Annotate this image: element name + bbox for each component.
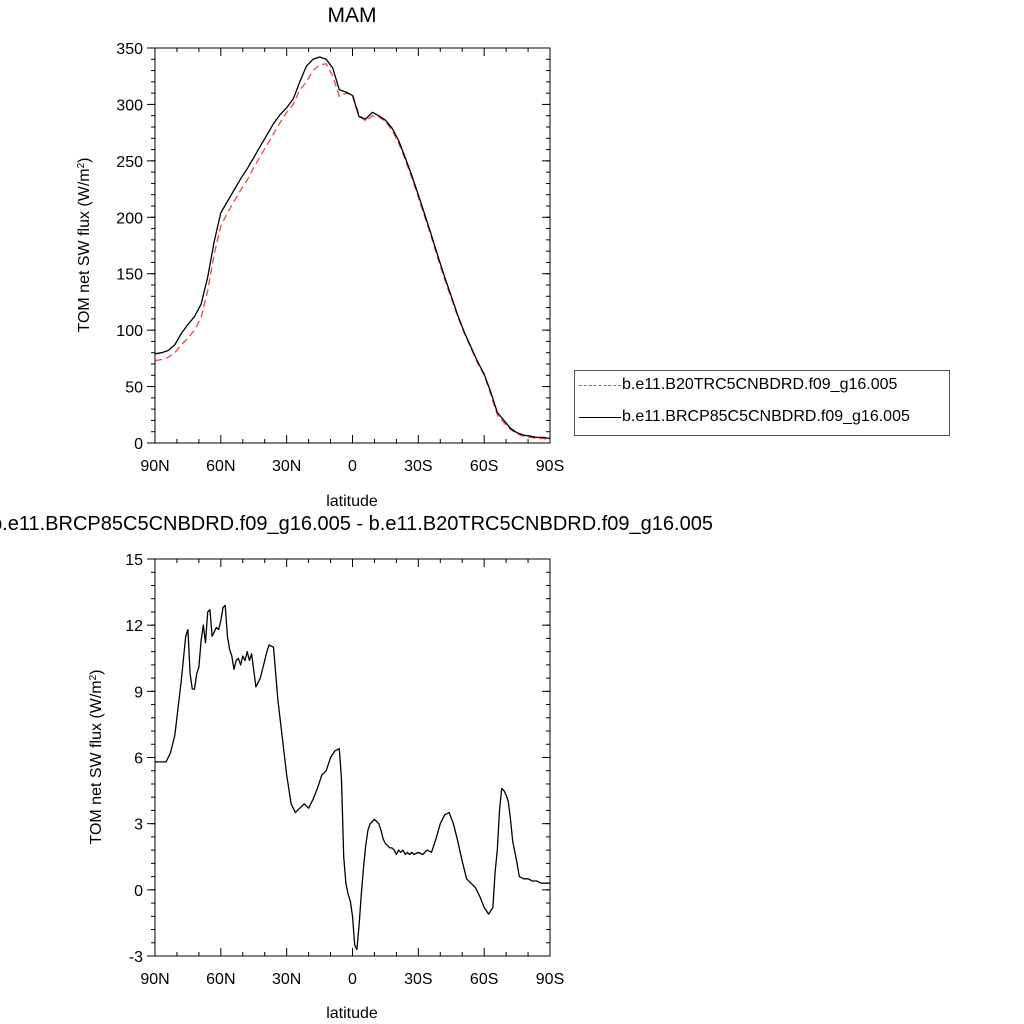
- top-chart: MAM 90N 60N 30N 0 30S 60S 90S 0 50 100 150 200 250 30…: [76, 4, 565, 510]
- series-line-test: [155, 604, 550, 951]
- y-tick-label: 6: [134, 751, 143, 768]
- y-tick-label: -3: [129, 949, 143, 966]
- x-axis-label: latitude: [326, 1005, 378, 1022]
- tick-labels: 90N 60N 30N 0 30S 60S 90S -3 0 3 6 9 12 15: [125, 552, 564, 988]
- x-tick-label: 60S: [470, 458, 498, 475]
- legend-item-ref: b.e11.B20TRC5CNBDRD.f09_g16.005: [575, 373, 949, 399]
- legend-swatch-solid: [579, 417, 621, 418]
- legend-label: b.e11.B20TRC5CNBDRD.f09_g16.005: [622, 376, 898, 393]
- legend-label: b.e11.BRCP85C5CNBDRD.f09_g16.005: [622, 408, 910, 425]
- y-tick-label: 200: [116, 210, 143, 227]
- axes-ticks: [147, 47, 551, 444]
- y-tick-label: 350: [116, 41, 143, 58]
- legend-item-test: b.e11.BRCP85C5CNBDRD.f09_g16.005: [575, 405, 949, 431]
- y-axis-label-main: TOM net SW flux (W/m: [88, 680, 105, 844]
- tick-labels: 90N 60N 30N 0 30S 60S 90S 0 50 100 150 200 250 300 350: [116, 41, 564, 475]
- y-tick-label: 0: [134, 436, 143, 453]
- y-axis-label: TOM net SW flux (W/m2): [76, 157, 94, 332]
- chart-title: MAM: [328, 4, 377, 27]
- legend: b.e11.B20TRC5CNBDRD.f09_g16.005 b.e11.BR…: [574, 370, 950, 436]
- x-tick-label: 90S: [536, 458, 564, 475]
- y-axis-label-main: TOM net SW flux (W/m: [76, 168, 93, 332]
- y-tick-label: 0: [134, 883, 143, 900]
- x-tick-label: 30S: [404, 971, 432, 988]
- y-tick-label: 150: [116, 267, 143, 284]
- plot-frame: [154, 47, 551, 444]
- y-axis-label-sup: 2: [76, 162, 87, 168]
- x-tick-label: 30S: [404, 458, 432, 475]
- bottom-chart: b.e11.BRCP85C5CNBDRD.f09_g16.005 - b.e11…: [0, 513, 713, 1022]
- y-tick-label: 12: [125, 618, 143, 635]
- y-tick-label: 15: [125, 552, 143, 569]
- x-tick-label: 90N: [140, 458, 169, 475]
- y-tick-label: 50: [125, 380, 143, 397]
- plot-frame: [154, 558, 551, 957]
- y-axis-label-sup: 2: [88, 674, 99, 680]
- legend-swatch-dashed: [579, 385, 621, 386]
- y-tick-label: 100: [116, 323, 143, 340]
- x-tick-label: 60S: [470, 971, 498, 988]
- x-tick-label: 90N: [140, 971, 169, 988]
- x-tick-label: 60N: [206, 971, 235, 988]
- series-lines: [154, 56, 551, 441]
- x-tick-label: 0: [348, 458, 357, 475]
- y-tick-label: 300: [116, 97, 143, 114]
- x-axis-label: latitude: [326, 493, 378, 510]
- x-tick-label: 30N: [272, 458, 301, 475]
- y-axis-label-close: ): [88, 669, 105, 674]
- chart-title: b.e11.BRCP85C5CNBDRD.f09_g16.005 - b.e11…: [0, 513, 713, 535]
- series-line-ref: [154, 63, 551, 441]
- y-tick-label: 3: [134, 817, 143, 834]
- x-tick-label: 90S: [536, 971, 564, 988]
- y-tick-label: 250: [116, 154, 143, 171]
- x-tick-label: 60N: [206, 458, 235, 475]
- y-tick-label: 9: [134, 684, 143, 701]
- x-tick-label: 0: [348, 971, 357, 988]
- series-line-test: [154, 56, 551, 440]
- y-axis-label-close: ): [76, 157, 93, 162]
- y-axis-label: TOM net SW flux (W/m2): [88, 669, 106, 844]
- series-lines: [155, 604, 550, 951]
- x-tick-label: 30N: [272, 971, 301, 988]
